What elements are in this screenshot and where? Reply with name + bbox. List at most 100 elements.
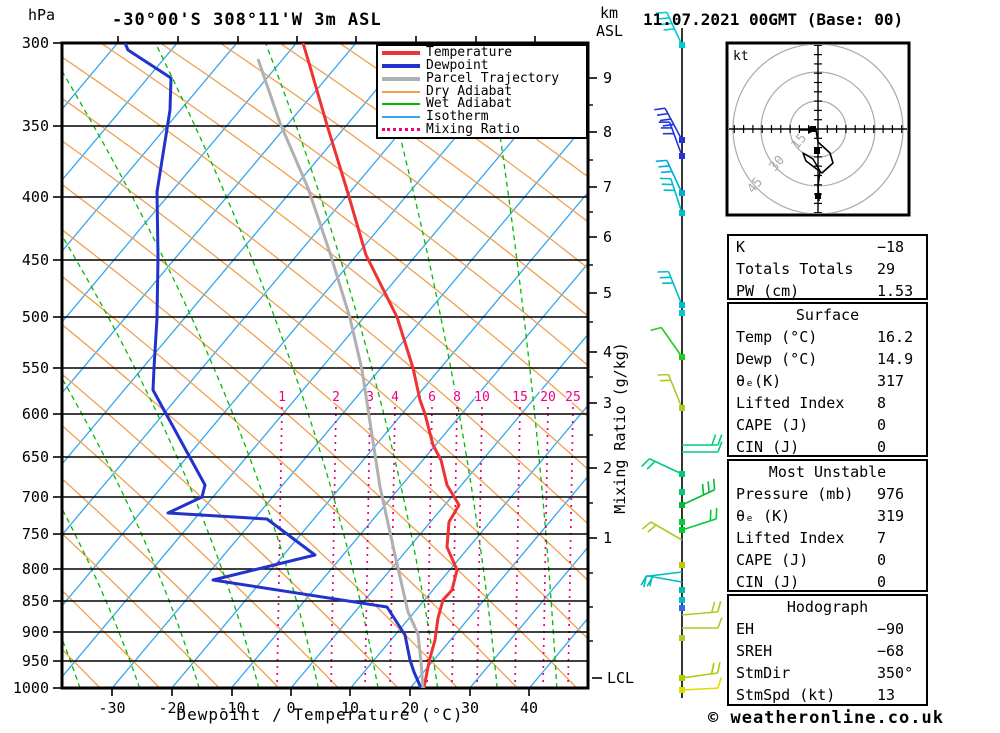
legend-label: Temperature [426,45,513,61]
pressure-tick-label: 700 [22,488,49,506]
stats-label: CAPE (J) [736,551,809,569]
wind-level-dot [679,605,685,611]
stats-label: StmSpd (kt) [736,686,836,704]
wind-level-dot [679,405,685,411]
legend-row: Parcel Trajectory [378,72,586,85]
legend-swatch-temperature [382,51,420,56]
wind-barb-tick [655,11,667,15]
wind-barb-tick [717,441,723,453]
stats-row: StmSpd (kt) 13 [729,684,926,706]
wind-barb-tick [654,107,666,111]
dry-adiabat-line [100,43,588,418]
stats-value: 0 [877,573,887,591]
wet-adiabat-line [62,234,260,688]
stats-label: θₑ (K) [736,507,791,525]
stats-row: Lifted Index 8 [729,392,926,414]
stats-value: 13 [877,686,896,704]
mixing-ratio-line [567,406,574,688]
isotherm-line [62,43,357,395]
isotherm-line [469,546,588,688]
stats-value: −90 [877,620,905,638]
stats-label: EH [736,620,755,638]
mixing-ratio-line [542,406,549,688]
wind-barb-tick [640,575,648,586]
stats-row: SREH −68 [729,640,926,662]
sounding-curves [123,43,461,688]
legend-swatch-mixing-ratio [382,128,420,132]
isotherm-line [111,120,588,688]
pressure-tick-label: 900 [22,623,49,641]
temp-tick-label: -20 [158,699,185,717]
lcl-label: LCL [607,669,634,687]
hodograph-trace-marker [814,148,820,154]
axis-ticks [53,36,602,696]
temp-tick-label: 0 [286,699,295,717]
dry-adiabat-line [62,139,588,582]
wind-barb-tick [659,118,671,122]
stats-box-surface: Surface Temp (°C) 16.2 Dewp (°C) 14.9 θₑ(K) 31… [727,302,928,457]
mixing-ratio-value-label: 6 [428,390,436,405]
stats-label: PW (cm) [736,282,800,300]
stats-label: Temp (°C) [736,328,818,346]
km-tick-label: 9 [603,69,612,87]
stats-value: −18 [877,238,905,256]
isotherm-line [62,43,536,607]
wet-adiabat-line [264,43,439,688]
dry-adiabat-line [62,97,588,525]
km-tick-label: 2 [603,459,612,477]
pressure-tick-label: 600 [22,405,49,423]
temp-tick-label: -10 [218,699,245,717]
stats-row: Dewp (°C) 14.9 [729,348,926,370]
wind-level-dot [679,687,685,693]
legend-label: Mixing Ratio [426,121,520,137]
km-tick-label: 1 [603,529,612,547]
dry-adiabat-line [219,43,588,317]
station-title: -30°00'S 308°11'W 3m ASL [112,10,382,30]
legend-label: Wet Adiabat [426,96,513,112]
wind-barb-tick [650,326,662,332]
km-tick-label: 6 [603,228,612,246]
wind-level-dot [679,519,685,525]
stats-value: 29 [877,260,896,278]
stats-value: 319 [877,507,905,525]
pressure-tick-label: 800 [22,560,49,578]
mixing-ratio-value-label: 20 [540,390,556,405]
wind-level-dot [679,502,685,508]
wind-level-dot [679,597,685,603]
stats-label: CAPE (J) [736,416,809,434]
wind-level-dot [679,137,685,143]
isotherm-line [290,333,588,688]
stats-label: SREH [736,642,773,660]
isotherm-line [230,262,588,688]
stats-box-header: Surface [795,306,860,324]
mixing-ratio-line [514,406,521,688]
wind-barb-tick [646,576,654,587]
dry-adiabat-line [62,532,220,688]
stats-row: K −18 [729,236,926,258]
mixing-ratio-value-label: 1 [278,390,286,405]
pressure-tick-label: 850 [22,592,49,610]
temp-tick-label: 10 [341,699,359,717]
stats-box-header: Hodograph [786,598,869,616]
height-axis-unit-asl: ASL [596,22,624,40]
stats-value: 0 [877,416,887,434]
stats-row: CAPE (J) 0 [729,549,926,571]
wind-barb-tick [658,17,670,20]
mixing-ratio-value-label: 15 [512,390,528,405]
wind-barb-tick [716,662,721,674]
isotherm-line [62,49,588,678]
mixing-ratio-value-label: 10 [474,390,490,405]
wind-barb-tick [646,460,656,470]
isotherm-line [171,191,588,688]
mixing-ratio-value-label: 8 [453,390,461,405]
hodograph-unit-label: kt [733,49,749,64]
stats-box-hodograph: Hodograph EH −90 SREH −68 StmDir 350° StmSpd (k… [727,594,928,706]
mixing-ratio-line [476,406,483,688]
stats-value: 976 [877,485,905,503]
dry-adiabat-line [62,56,588,471]
legend-label: Dewpoint [426,58,489,74]
wind-level-dot [679,302,685,308]
hodograph-trace [800,129,834,202]
wind-level-dot [679,471,685,477]
